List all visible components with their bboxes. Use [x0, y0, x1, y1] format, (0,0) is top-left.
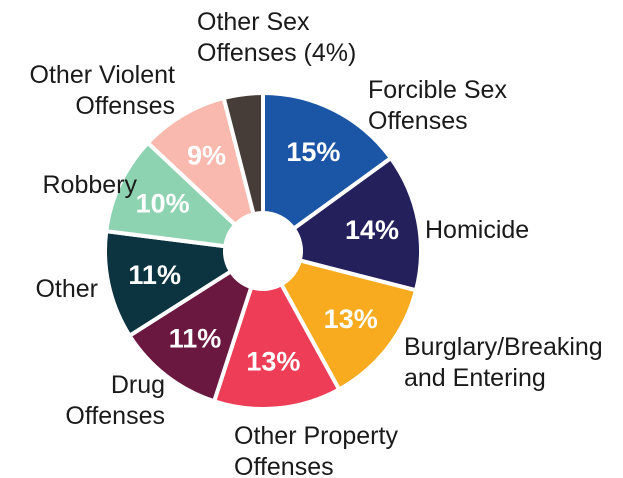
slice-category-label: Homicide	[425, 216, 529, 244]
slice-value-label: 14%	[345, 215, 399, 245]
pie-slice-1	[291, 156, 423, 293]
slice-value-label: 11%	[169, 324, 222, 354]
category-label-line: Offenses (4%)	[197, 39, 356, 67]
pie-slice-0	[261, 91, 393, 231]
category-label-line: Burglary/Breaking	[404, 333, 603, 361]
slice-category-label: Robbery	[43, 171, 138, 199]
category-label-line: Drug	[111, 371, 165, 399]
slice-value-label: 10%	[136, 189, 190, 219]
slice-value-label: 13%	[324, 304, 378, 334]
pie-slice-5	[103, 229, 233, 338]
slice-value-label: 11%	[128, 260, 181, 290]
slice-value-label: 13%	[246, 347, 300, 377]
slice-value-label: 9%	[187, 141, 226, 171]
slice-category-label: Other Violent Offenses	[30, 61, 176, 120]
slice-category-label: Forcible Sex Offenses	[368, 76, 507, 135]
category-label-line: Other	[35, 275, 98, 303]
category-label-line: Other Property	[234, 422, 398, 450]
pie-slice-3	[212, 282, 342, 411]
category-label-line: and Entering	[404, 364, 546, 392]
category-label-line: Other Sex	[197, 8, 310, 36]
pie-slice-6	[104, 140, 238, 249]
category-label-line: Offenses	[234, 453, 334, 478]
category-label-line: Other Violent	[30, 61, 176, 89]
slice-category-label: Other	[35, 275, 98, 303]
pie-slice-4	[127, 269, 254, 404]
pie-slice-2	[279, 258, 419, 392]
slice-category-label: Other Property Offenses	[234, 422, 398, 478]
slice-category-label: Drug Offenses	[65, 371, 165, 430]
category-label-line: Homicide	[425, 216, 529, 244]
category-label-line: Robbery	[43, 171, 138, 199]
slice-category-label: Burglary/Breaking and Entering	[404, 333, 603, 392]
category-label-line: Offenses	[65, 402, 165, 430]
category-label-line: Forcible Sex	[368, 76, 507, 104]
category-label-line: Offenses	[368, 107, 468, 135]
category-label-line: Offenses	[75, 92, 175, 120]
pie-slice-8	[221, 91, 265, 217]
slice-category-label: Other Sex Offenses (4%)	[197, 8, 356, 67]
slice-value-label: 15%	[286, 137, 340, 167]
